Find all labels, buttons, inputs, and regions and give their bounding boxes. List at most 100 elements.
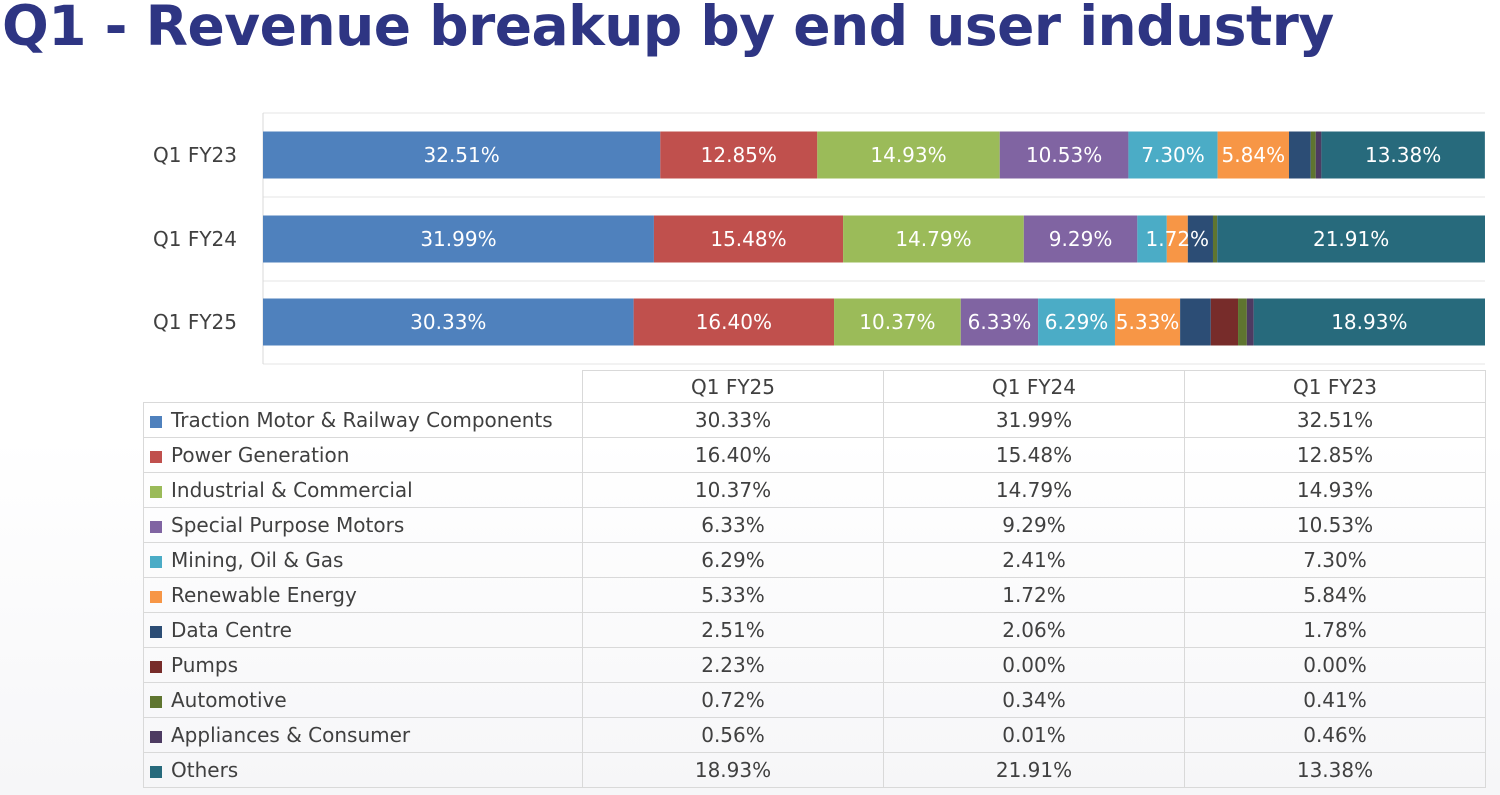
bar-data-label: 6.29%	[1045, 310, 1109, 334]
table-cell: 12.85%	[1184, 437, 1486, 473]
table-header: Q1 FY24	[883, 370, 1185, 403]
bar-data-label: 31.99%	[420, 227, 496, 251]
table-header: Q1 FY25	[582, 370, 884, 403]
table-row: Appliances & Consumer 0.56% 0.01% 0.46%	[143, 717, 1486, 753]
category-label: Q1 FY23	[153, 143, 237, 167]
table-row-label: Pumps	[171, 653, 238, 677]
table-cell: 1.78%	[1184, 612, 1486, 648]
table-cell: 6.29%	[582, 542, 884, 578]
table-cell: 0.00%	[883, 647, 1185, 683]
table-cell: 7.30%	[1184, 542, 1486, 578]
bar-data-label: 6.33%	[968, 310, 1032, 334]
table-cell: 5.33%	[582, 577, 884, 613]
bar-segment	[1114, 298, 1181, 346]
table-row-label: Mining, Oil & Gas	[171, 548, 344, 572]
bar-segment	[633, 298, 835, 346]
table-cell: 18.93%	[582, 752, 884, 788]
table-row-label: Special Purpose Motors	[171, 513, 405, 537]
bar-segment	[1210, 298, 1239, 346]
table-row-label-cell: Industrial & Commercial	[143, 472, 583, 508]
table-row-label-cell: Renewable Energy	[143, 577, 583, 613]
bar-segment	[263, 131, 661, 179]
table-cell: 2.06%	[883, 612, 1185, 648]
table-header: Q1 FY23	[1184, 370, 1486, 403]
bar-data-label: 13.38%	[1365, 143, 1441, 167]
category-label: Q1 FY25	[153, 310, 237, 334]
bar-segment	[1128, 131, 1218, 179]
bar-data-label: 1.72%	[1146, 227, 1210, 251]
table-cell: 0.72%	[582, 682, 884, 718]
legend-swatch	[150, 696, 162, 708]
table-cell: 14.79%	[883, 472, 1185, 508]
bar-segment	[1180, 298, 1211, 346]
table-row-label: Others	[171, 758, 239, 782]
bar-segment	[999, 131, 1129, 179]
bar-segment	[1187, 215, 1213, 263]
bar-data-label: 16.40%	[696, 310, 772, 334]
table-row-label-cell: Automotive	[143, 682, 583, 718]
bar-segment	[1253, 298, 1485, 346]
legend-swatch	[150, 731, 162, 743]
legend-swatch	[150, 486, 162, 498]
table-row-label-cell: Traction Motor & Railway Components	[143, 402, 583, 438]
bar-data-label: 30.33%	[410, 310, 486, 334]
bar-segment	[653, 215, 844, 263]
table-cell: 0.00%	[1184, 647, 1486, 683]
table-row-label: Appliances & Consumer	[171, 723, 411, 747]
bar-data-label: 15.48%	[710, 227, 786, 251]
table-row: Power Generation 16.40% 15.48% 12.85%	[143, 437, 1486, 473]
table-cell: 15.48%	[883, 437, 1185, 473]
bar-data-label: 14.93%	[870, 143, 946, 167]
table-row: Mining, Oil & Gas 6.29% 2.41% 7.30%	[143, 542, 1486, 578]
bar-data-label: 10.53%	[1026, 143, 1102, 167]
table-row-label-cell: Pumps	[143, 647, 583, 683]
bar-data-label: 9.29%	[1049, 227, 1113, 251]
table-cell: 13.38%	[1184, 752, 1486, 788]
table-cell: 10.53%	[1184, 507, 1486, 543]
stacked-bar-chart: 32.51% 12.85% 14.93% 10.53% 7.30% 5.84% 13.38%…	[153, 112, 1485, 365]
chart-bars	[263, 131, 1485, 346]
bar-segment	[1238, 298, 1247, 346]
bar-segment	[1315, 131, 1322, 179]
table-corner	[143, 370, 583, 403]
chart-category-labels: Q1 FY23 Q1 FY24 Q1 FY25	[153, 143, 237, 334]
table-cell: 5.84%	[1184, 577, 1486, 613]
table-cell: 0.41%	[1184, 682, 1486, 718]
bar-data-label: 5.84%	[1222, 143, 1286, 167]
table-cell: 2.23%	[582, 647, 884, 683]
table-row-label-cell: Mining, Oil & Gas	[143, 542, 583, 578]
table-cell: 6.33%	[582, 507, 884, 543]
table-cell: 10.37%	[582, 472, 884, 508]
table-row: Traction Motor & Railway Components 30.33…	[143, 402, 1486, 438]
legend-swatch	[150, 521, 162, 533]
table-row-label: Traction Motor & Railway Components	[171, 408, 553, 432]
bar-data-label: 21.91%	[1313, 227, 1389, 251]
bar-segment	[660, 131, 818, 179]
bar-segment	[817, 131, 1000, 179]
bar-data-label: 32.51%	[424, 143, 500, 167]
legend-swatch	[150, 451, 162, 463]
bar-segment	[1217, 215, 1485, 263]
table-cell: 31.99%	[883, 402, 1185, 438]
table-cell: 1.72%	[883, 577, 1185, 613]
bar-segment	[1023, 215, 1138, 263]
table-row: Special Purpose Motors 6.33% 9.29% 10.53%	[143, 507, 1486, 543]
bar-data-label: 10.37%	[859, 310, 935, 334]
table-row-label-cell: Data Centre	[143, 612, 583, 648]
table-cell: 2.51%	[582, 612, 884, 648]
table-cell: 21.91%	[883, 752, 1185, 788]
bar-segment	[263, 215, 654, 263]
table-cell: 0.34%	[883, 682, 1185, 718]
table-row: Data Centre 2.51% 2.06% 1.78%	[143, 612, 1486, 648]
chart-data-labels: 32.51% 12.85% 14.93% 10.53% 7.30% 5.84% 13.38%…	[410, 143, 1441, 334]
table-row: Automotive 0.72% 0.34% 0.41%	[143, 682, 1486, 718]
table-row-label: Data Centre	[171, 618, 292, 642]
bar-segment	[1217, 131, 1289, 179]
bar-segment	[1246, 298, 1254, 346]
bar-data-label: 14.79%	[895, 227, 971, 251]
bar-data-label: 18.93%	[1331, 310, 1407, 334]
table-cell: 9.29%	[883, 507, 1185, 543]
table-row-label-cell: Power Generation	[143, 437, 583, 473]
table-cell: 16.40%	[582, 437, 884, 473]
table-cell: 30.33%	[582, 402, 884, 438]
